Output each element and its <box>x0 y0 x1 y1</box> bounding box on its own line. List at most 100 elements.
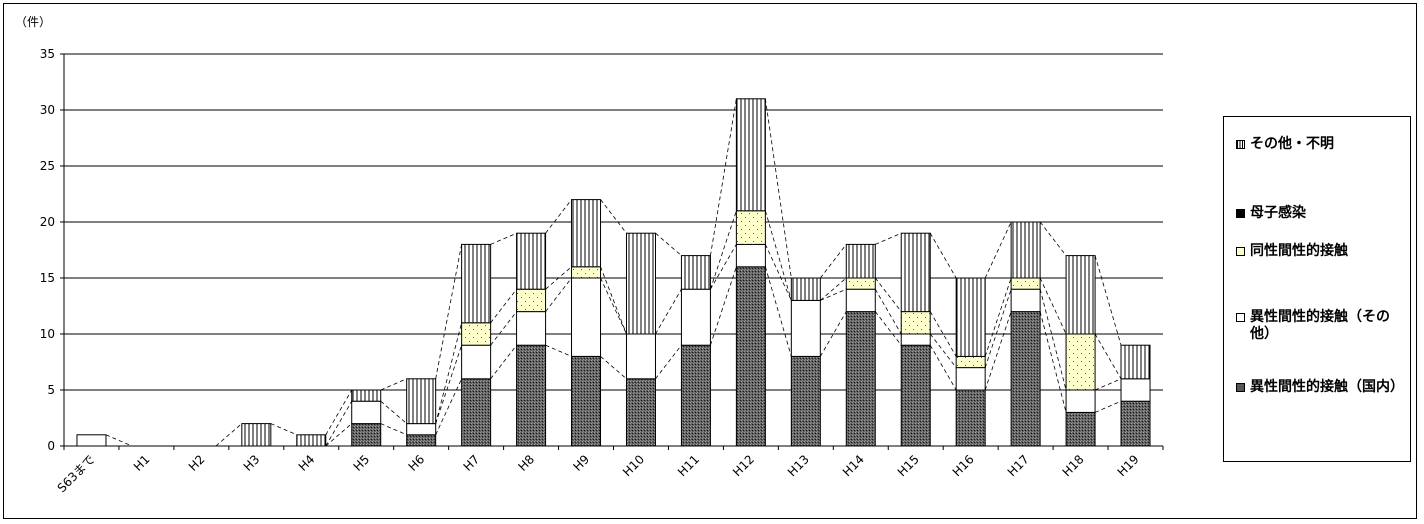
bar-segment <box>461 322 492 346</box>
bar-segment <box>625 232 656 335</box>
series-line <box>545 266 572 290</box>
legend-label: 異性間性的接触（その他） <box>1250 309 1390 342</box>
x-tick-label: S63まで <box>55 452 98 495</box>
bar-segment <box>955 367 986 391</box>
bar-segment <box>241 423 272 447</box>
bar-segment <box>461 243 492 324</box>
legend-swatch <box>1236 313 1245 322</box>
y-axis-unit-label: （件） <box>15 15 52 29</box>
bar-segment <box>406 423 437 436</box>
series-line <box>490 288 517 324</box>
legend-swatch <box>1236 209 1245 218</box>
bar-segment <box>1120 344 1151 380</box>
bar-segment <box>351 423 382 447</box>
bar-segment <box>735 266 766 447</box>
bar-segment <box>680 344 711 447</box>
x-tick-label: H18 <box>1060 452 1087 479</box>
series-line <box>710 266 737 346</box>
bar-segment <box>900 232 931 313</box>
bar-segment <box>516 311 547 346</box>
bar-segment <box>1010 221 1041 279</box>
series-line <box>380 400 407 424</box>
bar-segment <box>845 277 876 290</box>
bar-segment <box>571 199 602 268</box>
series-line <box>655 344 682 380</box>
bar-segment <box>790 299 821 357</box>
series-line <box>984 221 1012 279</box>
bar-segment <box>790 355 821 447</box>
series-line <box>984 289 1012 368</box>
x-tick-label: H19 <box>1115 452 1142 479</box>
series-line <box>764 266 792 357</box>
x-tick-label: H3 <box>241 452 263 474</box>
y-tick-label: 30 <box>40 103 55 117</box>
series-line <box>1039 221 1067 256</box>
legend-item: 同性間性的接触 <box>1236 243 1408 260</box>
series-line <box>435 322 463 424</box>
x-tick-label: H14 <box>840 452 867 479</box>
y-tick-label: 10 <box>40 327 55 341</box>
series-line <box>819 311 847 357</box>
series-line <box>765 244 792 301</box>
y-tick-label: 35 <box>40 47 55 61</box>
bar-segment <box>680 255 711 290</box>
chart-frame <box>3 3 1417 519</box>
bar-segment <box>1065 389 1096 413</box>
y-tick-label: 20 <box>40 215 55 229</box>
series-line <box>984 277 1012 357</box>
series-line <box>545 277 572 312</box>
series-line <box>929 232 957 279</box>
series-line <box>820 288 847 301</box>
legend-label: その他・不明 <box>1250 136 1334 152</box>
series-line <box>105 434 133 447</box>
series-line <box>874 277 902 312</box>
bar-segment <box>296 434 327 447</box>
series-line <box>380 378 407 391</box>
series-line <box>1094 400 1122 413</box>
y-tick-label: 5 <box>47 383 55 397</box>
bar-segment <box>461 378 492 447</box>
series-line <box>435 244 463 379</box>
bar-segment <box>76 434 107 447</box>
bar-segment <box>516 232 547 290</box>
bar-segment <box>406 434 437 447</box>
x-tick-label: H4 <box>296 452 318 474</box>
x-tick-label: H17 <box>1005 452 1032 479</box>
x-tick-label: H9 <box>570 452 592 474</box>
bar-segment <box>1120 378 1151 402</box>
series-line <box>1094 255 1122 346</box>
bar-segment <box>955 277 986 357</box>
bar-segment <box>790 277 821 301</box>
series-line <box>600 277 627 335</box>
x-tick-label: H7 <box>461 452 483 474</box>
bar-segment <box>1120 400 1151 447</box>
x-tick-label: H1 <box>131 452 153 474</box>
bar-segment <box>680 288 711 346</box>
series-line <box>875 232 902 245</box>
legend-item: 母子感染 <box>1236 205 1408 222</box>
bar-segment <box>845 288 876 313</box>
series-line <box>655 288 682 335</box>
series-line <box>270 423 297 436</box>
series-line <box>874 311 902 346</box>
series-line <box>380 423 407 436</box>
bar-segment <box>900 344 931 447</box>
bar-segment <box>571 277 602 357</box>
chart-legend: その他・不明 母子感染 同性間性的接触 異性間性的接触（その他） 異性間性的接触（国内） <box>1223 116 1411 462</box>
series-line <box>929 344 957 391</box>
series-line <box>1039 277 1067 335</box>
x-tick-label: H15 <box>895 452 922 479</box>
series-line <box>490 232 517 245</box>
bar-segment <box>1065 333 1096 391</box>
bar-segment <box>1010 288 1041 313</box>
series-line <box>435 378 462 435</box>
bar-segment <box>1065 411 1096 447</box>
legend-swatch <box>1236 247 1245 256</box>
bar-segment <box>1010 311 1041 447</box>
x-tick-label: H10 <box>620 452 647 479</box>
legend-label: 母子感染 <box>1250 205 1306 221</box>
bar-segment <box>571 266 602 279</box>
bar-segment <box>571 355 602 447</box>
bar-segment <box>461 344 492 380</box>
